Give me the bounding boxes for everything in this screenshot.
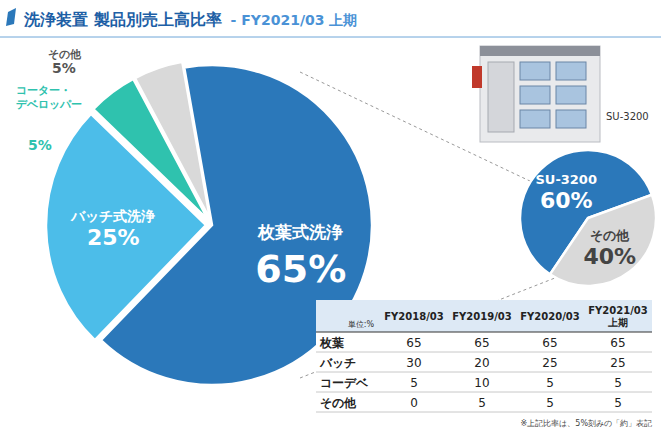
slice-label: その他 xyxy=(590,228,630,243)
footnote: ※上記比率は、5%刻みの「約」表記 xyxy=(521,419,652,428)
table-cell: 25 xyxy=(542,356,557,370)
title-rule xyxy=(0,37,661,38)
slice-value: 5% xyxy=(52,60,76,76)
pie-slice xyxy=(135,62,210,220)
table-unit: 単位:% xyxy=(348,320,375,329)
table-cell: 5 xyxy=(410,376,418,390)
table-row-label: 枚葉 xyxy=(319,336,344,350)
table-rule xyxy=(316,392,652,393)
machine-window xyxy=(556,62,586,80)
table-cell: 65 xyxy=(406,336,421,350)
pie xyxy=(520,150,656,286)
slice-label: バッチ式洗浄 xyxy=(70,208,155,224)
slice-label: SU-3200 xyxy=(535,172,597,187)
subtitle: - FY2021/03 上期 xyxy=(231,12,358,28)
slice-value: 5% xyxy=(28,137,52,153)
machine-window xyxy=(556,110,586,128)
table-row-label: コーデベ xyxy=(320,376,369,390)
table-cell: 25 xyxy=(610,356,625,370)
machine-image xyxy=(472,46,600,142)
table-cell: 5 xyxy=(614,396,622,410)
table-cell: 10 xyxy=(474,376,489,390)
pie-labels: 枚葉式洗浄65%バッチ式洗浄25%コーター・デベロッパー5%その他5% xyxy=(16,48,346,291)
table-cell: 65 xyxy=(542,336,557,350)
machine-window xyxy=(520,110,550,128)
table-header-bg xyxy=(316,300,652,332)
title-icon xyxy=(6,8,16,26)
pie-labels: SU-320060% その他40% xyxy=(535,172,636,269)
slice-label: 枚葉式洗浄 xyxy=(257,222,343,242)
table-cell: 5 xyxy=(546,376,554,390)
machine-panel xyxy=(488,62,514,132)
table-column-head: FY2020/03 xyxy=(520,311,580,322)
table-cell: 30 xyxy=(406,356,421,370)
table-column-head: FY2018/03 xyxy=(384,311,444,322)
table-cell: 5 xyxy=(478,396,486,410)
slice-value: 60% xyxy=(540,188,593,213)
table-cell: 65 xyxy=(474,336,489,350)
table-column-head: FY2019/03 xyxy=(452,311,512,322)
table-rule xyxy=(316,352,652,353)
table-rule xyxy=(316,332,652,333)
table-row-label: その他 xyxy=(320,396,357,410)
slice-label: コーター・デベロッパー xyxy=(16,84,82,111)
machine-body xyxy=(480,46,600,142)
machine-window xyxy=(556,86,586,104)
table-cell: 5 xyxy=(546,396,554,410)
table-cell: 5 xyxy=(614,376,622,390)
table: 単位:% FY2018/03 FY2019/03 FY2020/03 FY2021/03… xyxy=(316,300,652,412)
slice-value: 65% xyxy=(255,247,346,291)
table-cell: 0 xyxy=(410,396,418,410)
table-cell: 20 xyxy=(474,356,489,370)
slice-value: 25% xyxy=(87,225,140,250)
table-rule xyxy=(316,412,652,413)
machine-window xyxy=(520,62,550,80)
table-cell: 65 xyxy=(610,336,625,350)
table-row-label: バッチ xyxy=(319,356,356,370)
pie xyxy=(46,62,372,385)
table-column-head: FY2021/03上期 xyxy=(588,305,648,328)
table-bg xyxy=(316,300,652,412)
slice-value: 40% xyxy=(583,244,636,269)
table-rule xyxy=(316,372,652,373)
machine-port xyxy=(472,66,482,88)
page: 洗浄装置 製品別売上高比率 - FY2021/03 上期 SU-3200 枚葉式洗浄 6… xyxy=(0,0,661,434)
machine-window xyxy=(520,86,550,104)
machine-top xyxy=(480,46,600,56)
image-label: SU-3200 xyxy=(606,111,649,122)
title: 洗浄装置 製品別売上高比率 xyxy=(23,10,222,29)
